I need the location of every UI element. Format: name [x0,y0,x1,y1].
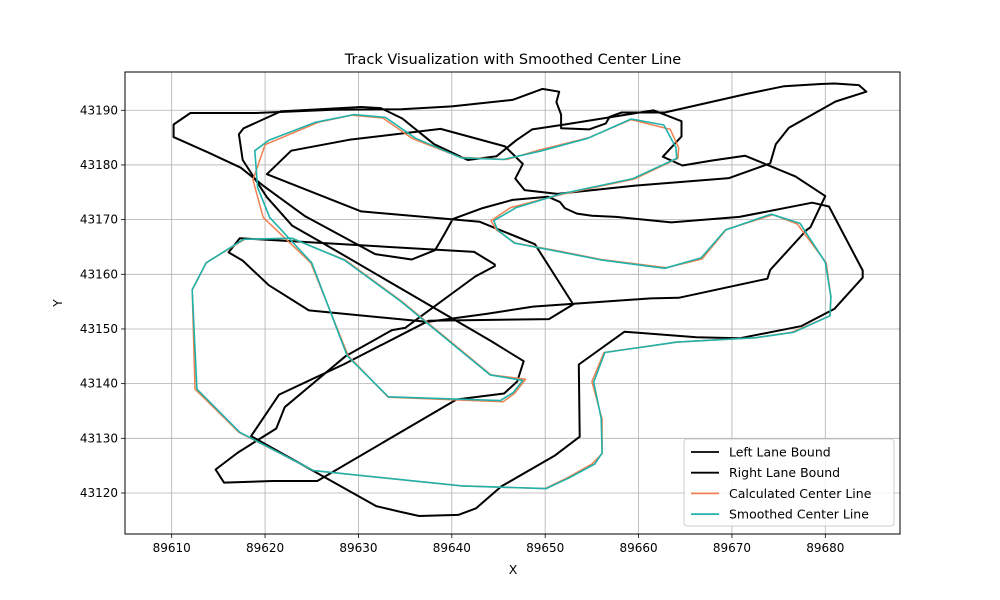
y-tick-label: 43120 [80,486,118,500]
legend-label-right-lane-bound: Right Lane Bound [729,465,840,480]
plot-frame [124,71,901,535]
x-tick-label: 89650 [526,541,564,555]
x-tick-label: 89630 [339,541,377,555]
y-axis-label: Y [50,299,65,308]
x-tick-label: 89610 [153,541,191,555]
x-axis-label: X [509,562,518,577]
axis-ticks: 89610 89620 89630 89640 89650 89660 89670 89680… [80,103,845,555]
y-tick-label: 43170 [80,213,118,227]
series-line-right-lane-bound [172,82,868,517]
legend: Left Lane Bound Right Lane Bound Calculate… [683,438,895,527]
grid-lines [125,72,900,534]
x-tick-label: 89670 [713,541,751,555]
x-tick-label: 89680 [806,541,844,555]
chart-title: Track Visualization with Smoothed Center… [344,52,682,68]
y-tick-label: 43150 [80,322,118,336]
series-line-left-lane-bound [214,106,827,484]
x-tick-label: 89660 [619,541,657,555]
series-line-smoothed-center-line [191,113,832,490]
x-tick-label: 89640 [433,541,471,555]
y-tick-label: 43140 [80,377,118,391]
legend-label-smoothed-center-line: Smoothed Center Line [729,507,869,522]
plot-series [172,82,868,517]
legend-label-calculated-center-line: Calculated Center Line [729,486,872,501]
y-tick-label: 43160 [80,267,118,281]
x-tick-label: 89620 [246,541,284,555]
legend-label-left-lane-bound: Left Lane Bound [729,445,831,460]
y-tick-label: 43190 [80,103,118,117]
legend-box [683,438,895,527]
y-tick-label: 43180 [80,158,118,172]
y-tick-label: 43130 [80,431,118,445]
